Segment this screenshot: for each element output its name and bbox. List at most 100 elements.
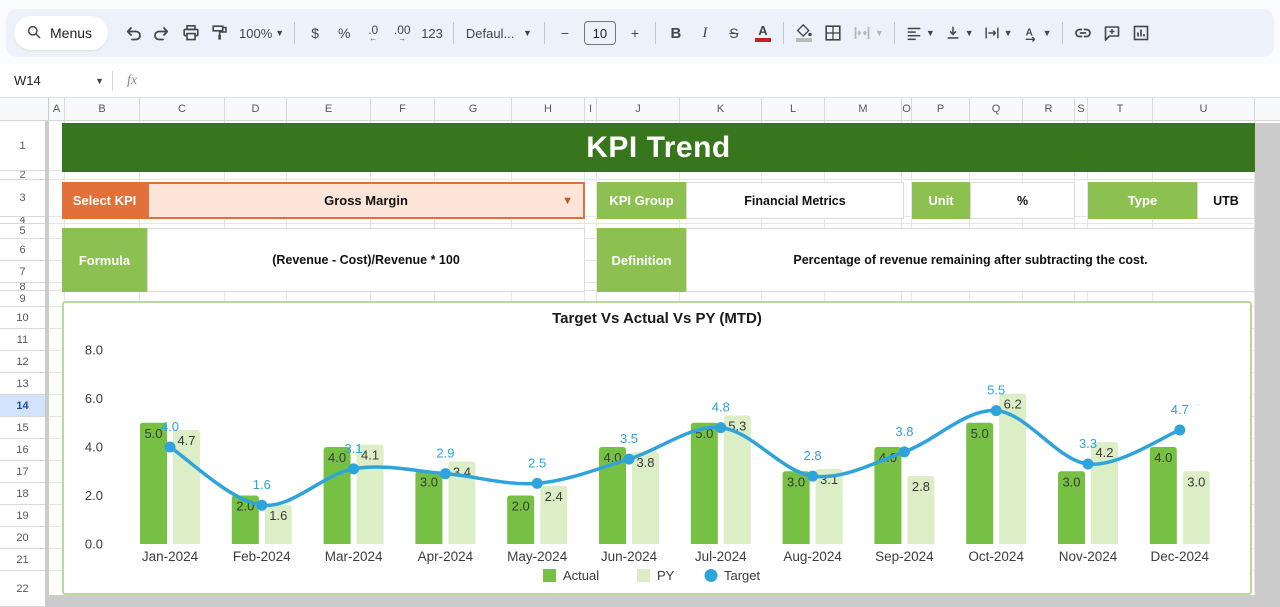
row-header-3[interactable]: 3 [0,180,45,217]
sheet-grid[interactable]: 1 2 3 4 5 6 7 8 9 10 11 12 13 14 15 16 17 18 19 20 21 22 KPI … [0,121,1280,607]
column-header-B[interactable]: B [65,98,140,120]
name-box[interactable]: W14 ▼ [0,64,112,97]
bar-py [723,415,751,544]
row-header-18[interactable]: 18 [0,483,45,505]
text-rotation-icon: A [1022,24,1040,42]
print-button[interactable] [177,19,205,47]
x-axis-label: May-2024 [507,549,568,564]
select-kpi-dropdown[interactable]: Gross Margin ▼ [147,182,585,219]
row-header-2[interactable]: 2 [0,171,45,180]
column-header-J[interactable]: J [597,98,680,120]
format-currency-button[interactable]: $ [301,19,329,47]
row-header-11[interactable]: 11 [0,329,45,351]
undo-button[interactable] [119,19,147,47]
y-axis-tick: 8.0 [85,343,103,358]
vertical-align-icon [944,24,962,42]
column-header-L[interactable]: L [762,98,825,120]
bar-py [1091,442,1118,544]
decrease-font-size-button[interactable]: − [551,19,579,47]
format-percent-button[interactable]: % [330,19,358,47]
chevron-down-icon: ▼ [1042,28,1052,38]
row-header-6[interactable]: 6 [0,239,45,261]
column-header-E[interactable]: E [287,98,371,120]
menus-search-button[interactable]: Menus [14,16,109,50]
row-header-4[interactable]: 4 [0,217,45,224]
row-header-1[interactable]: 1 [0,121,45,171]
target-point [531,477,543,489]
row-header-13[interactable]: 13 [0,373,45,395]
x-axis-label: Dec-2024 [1151,549,1210,564]
row-header-10[interactable]: 10 [0,307,45,329]
column-header-R[interactable]: R [1023,98,1075,120]
text-wrap-button[interactable]: ▼ [979,19,1017,47]
text-rotation-button[interactable]: A ▼ [1018,19,1056,47]
insert-chart-button[interactable] [1127,19,1155,47]
column-header-I[interactable]: I [585,98,597,120]
font-family-select[interactable]: Defaul... ▼ [460,19,538,47]
column-header-K[interactable]: K [680,98,762,120]
row-header-9[interactable]: 9 [0,291,45,307]
italic-button[interactable]: I [691,19,719,47]
row-header-14[interactable]: 14 [0,395,45,417]
decrease-decimal-button[interactable]: .0 ← [359,19,387,47]
column-header-C[interactable]: C [140,98,225,120]
target-point [807,470,819,482]
bold-button[interactable]: B [662,19,690,47]
row-header-19[interactable]: 19 [0,505,45,527]
legend-label-py: PY [657,568,675,583]
row-header-15[interactable]: 15 [0,417,45,439]
toolbar-divider [654,22,656,44]
column-header-M[interactable]: M [825,98,902,120]
borders-button[interactable] [819,19,847,47]
row-header-16[interactable]: 16 [0,439,45,461]
column-header-O[interactable]: O [902,98,912,120]
column-header-A[interactable]: A [49,98,65,120]
paint-format-button[interactable] [206,19,234,47]
column-header-Q[interactable]: Q [970,98,1023,120]
column-header-G[interactable]: G [435,98,512,120]
column-header-T[interactable]: T [1088,98,1153,120]
fill-color-button[interactable] [790,19,818,47]
row-header-12[interactable]: 12 [0,351,45,373]
increase-font-size-button[interactable]: + [621,19,649,47]
chevron-down-icon: ▼ [925,28,935,38]
row-header-8[interactable]: 8 [0,283,45,291]
row-header-7[interactable]: 7 [0,261,45,283]
column-header-S[interactable]: S [1075,98,1088,120]
chevron-down-icon: ▼ [95,75,104,86]
redo-button[interactable] [148,19,176,47]
strikethrough-icon: S [729,25,739,41]
more-formats-button[interactable]: 123 [417,19,447,47]
row-header-21[interactable]: 21 [0,549,45,571]
strikethrough-button[interactable]: S [720,19,748,47]
target-value-label: 3.5 [620,431,638,446]
column-header-D[interactable]: D [225,98,287,120]
zoom-select[interactable]: 100% ▼ [235,19,288,47]
column-header-U[interactable]: U [1153,98,1255,120]
merge-cells-button[interactable]: ▼ [848,19,888,47]
actual-value-label: 4.0 [328,450,346,465]
row-header-5[interactable]: 5 [0,224,45,239]
definition-label: Definition [597,228,686,292]
text-color-button[interactable]: A [749,19,777,47]
bar-actual [1058,471,1085,544]
comment-icon [1102,23,1122,43]
insert-comment-button[interactable] [1098,19,1126,47]
font-size-input[interactable]: 10 [583,21,616,45]
column-header-P[interactable]: P [912,98,970,120]
column-header-F[interactable]: F [371,98,435,120]
kpi-trend-chart[interactable]: Target Vs Actual Vs PY (MTD) 8.0 6.0 4.0 2.… [62,301,1252,595]
select-all-corner[interactable] [0,98,49,120]
row-header-17[interactable]: 17 [0,461,45,483]
column-header-H[interactable]: H [512,98,585,120]
chart-icon [1131,23,1151,43]
row-header-20[interactable]: 20 [0,527,45,549]
horizontal-align-button[interactable]: ▼ [901,19,939,47]
x-axis-label: Nov-2024 [1059,549,1118,564]
target-value-label: 4.8 [712,400,730,415]
y-axis-tick: 4.0 [85,440,103,455]
insert-link-button[interactable] [1069,19,1097,47]
vertical-align-button[interactable]: ▼ [940,19,978,47]
increase-decimal-button[interactable]: .00 → [388,19,416,47]
